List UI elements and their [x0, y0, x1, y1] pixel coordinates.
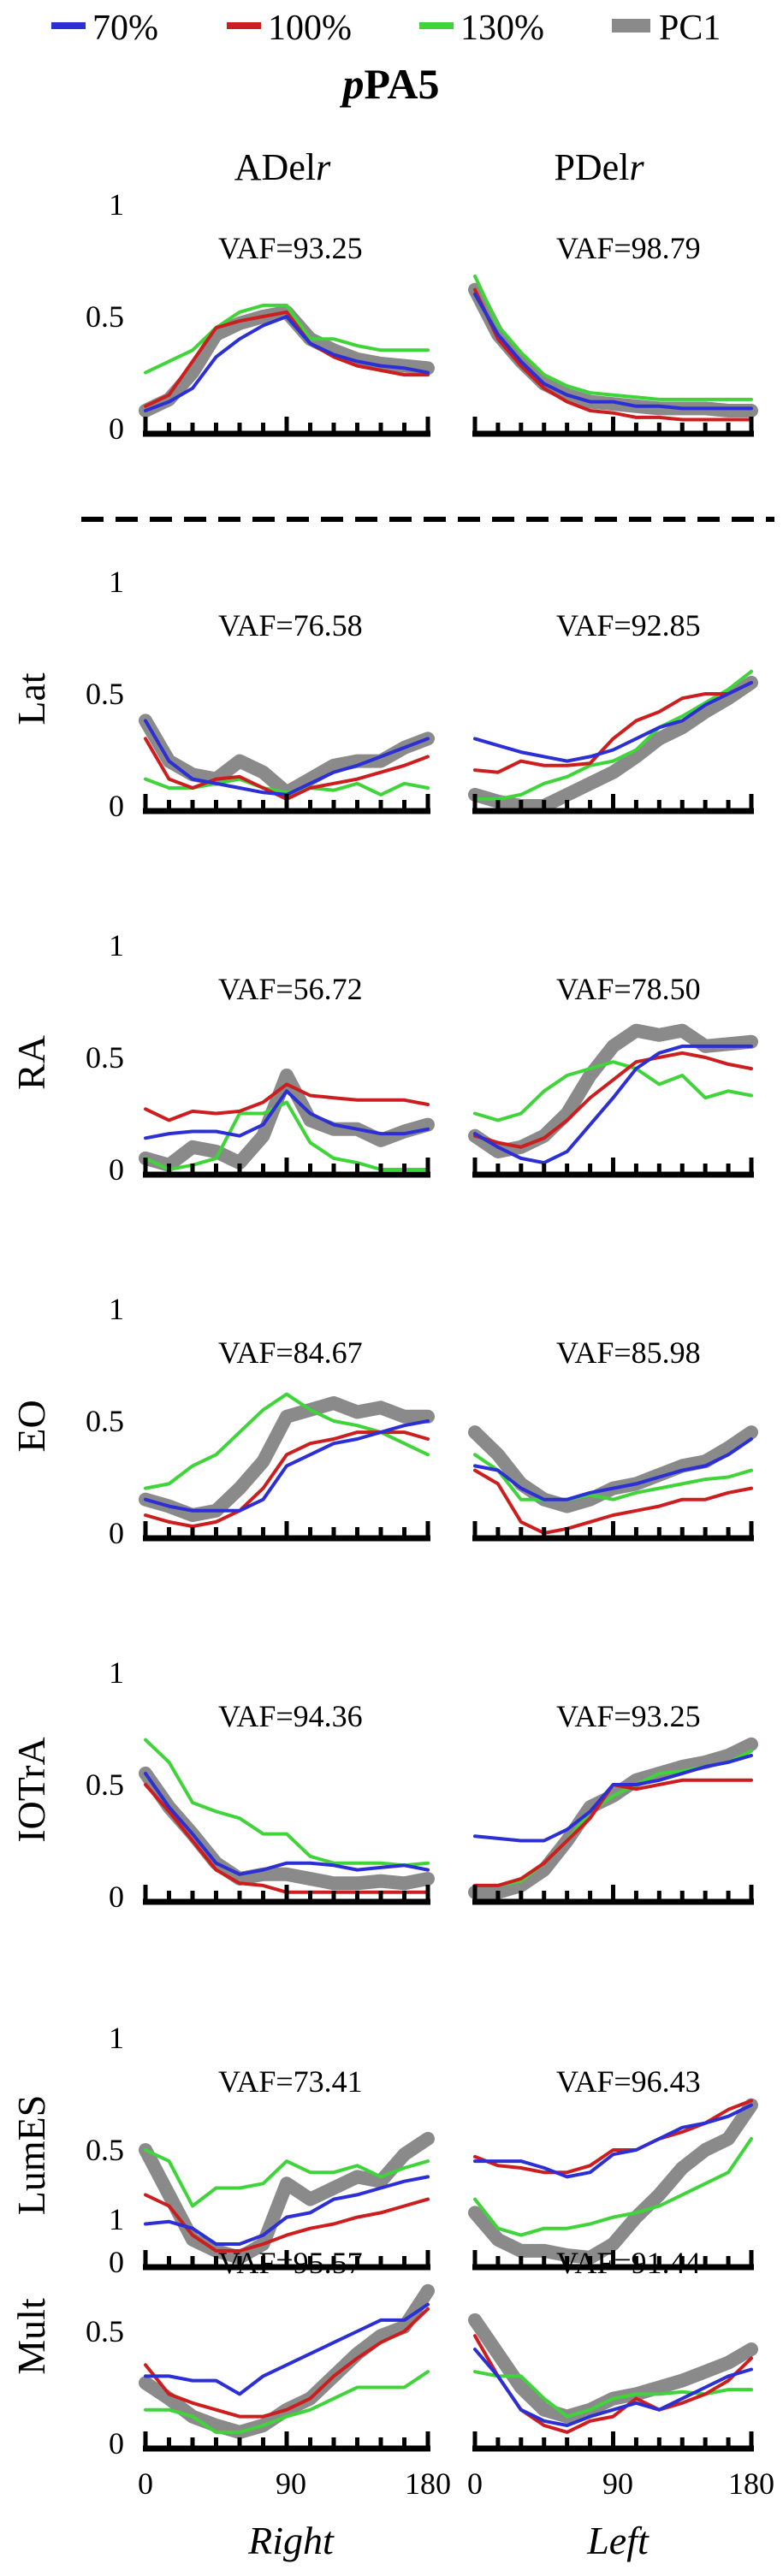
series-100pct-row0-col0: [144, 310, 430, 408]
y-tick-row6-1: 0.5: [86, 2314, 124, 2348]
row-label-mult: Mult: [9, 2298, 53, 2375]
col-title-left: ADelr: [234, 146, 331, 188]
vaf-label-row5-col0: VAF=73.41: [218, 2064, 363, 2099]
series-70pct-row2-col1: [473, 1044, 753, 1165]
series-pc1-row0-col1: [468, 282, 758, 417]
x-ticks-right: 0 90 180: [467, 2466, 774, 2501]
vaf-label-row6-col1: VAF=91.44: [556, 2246, 701, 2280]
row-label-lumes: LumES: [9, 2095, 53, 2216]
x-tick-right-90: 90: [602, 2466, 633, 2501]
series-70pct-row5-col0: [144, 2175, 430, 2246]
x-tick-right-0: 0: [467, 2466, 483, 2501]
x-ticks-left: 0 90 180: [138, 2466, 451, 2501]
series-100pct-row0-col1: [473, 287, 753, 422]
series-130pct-row6-col0: [144, 2370, 430, 2434]
series-100pct-row5-col0: [144, 2193, 430, 2253]
y-tick-row3-2: 1: [109, 1292, 124, 1326]
series-pc1-row2-col0: [139, 1069, 435, 1172]
y-tick-row6-2: 1: [109, 2202, 124, 2236]
legend: 70% 100% 130% PC1: [51, 9, 721, 48]
row-label-eo: EO: [9, 1400, 53, 1452]
series-130pct-row2-col1: [473, 1060, 753, 1122]
legend-label-70: 70%: [92, 9, 158, 48]
y-tick-row1-2: 1: [109, 565, 124, 599]
vaf-label-row2-col1: VAF=78.50: [556, 972, 701, 1006]
series-100pct-row6-col0: [144, 2307, 430, 2419]
vaf-label-row2-col0: VAF=56.72: [218, 972, 363, 1006]
series-70pct-row0-col1: [473, 292, 753, 411]
y-tick-row1-1: 0.5: [86, 677, 124, 711]
x-tick-right-180: 180: [728, 2466, 774, 2501]
col-title-right: PDelr: [554, 146, 644, 188]
y-tick-row4-2: 1: [109, 1655, 124, 1690]
vaf-label-row3-col0: VAF=84.67: [218, 1335, 363, 1370]
y-tick-row1-0: 0: [109, 789, 124, 823]
y-tick-row2-2: 1: [109, 928, 124, 962]
series-130pct-row5-col0: [144, 2148, 430, 2208]
series-pc1-row3-col0: [139, 1396, 435, 1522]
vaf-label-row3-col1: VAF=85.98: [556, 1335, 701, 1370]
x-tick-left-180: 180: [405, 2466, 451, 2501]
x-label-right: Left: [586, 2519, 650, 2562]
figure-title: pPA5: [340, 60, 440, 108]
y-tick-row4-0: 0: [109, 1880, 124, 1914]
y-tick-row4-1: 0.5: [86, 1768, 124, 1802]
y-tick-row5-1: 0.5: [86, 2133, 124, 2167]
x-tick-left-0: 0: [138, 2466, 153, 2501]
series-130pct-row1-col1: [473, 669, 753, 802]
series-70pct-row4-col1: [473, 1753, 753, 1843]
x-tick-left-90: 90: [276, 2466, 306, 2501]
y-tick-row6-0: 0: [109, 2426, 124, 2461]
series-70pct-row0-col0: [144, 315, 430, 412]
series-70pct-row2-col0: [144, 1089, 430, 1140]
series-100pct-row1-col1: [473, 680, 753, 774]
y-tick-row0-2: 1: [109, 187, 124, 222]
series-130pct-row4-col1: [473, 1749, 753, 1887]
vaf-label-row1-col1: VAF=92.85: [556, 608, 701, 643]
series-70pct-row6-col0: [144, 2302, 430, 2396]
series-pc1-row5-col0: [139, 2131, 435, 2265]
vaf-label-row4-col0: VAF=94.36: [218, 1699, 363, 1733]
series-130pct-row0-col1: [473, 274, 753, 401]
y-tick-row2-0: 0: [109, 1152, 124, 1187]
series-70pct-row4-col0: [144, 1771, 430, 1876]
series-100pct-row3-col1: [473, 1468, 753, 1535]
series-130pct-row0-col0: [144, 303, 430, 375]
series-70pct-row6-col1: [473, 2348, 753, 2427]
legend-label-100: 100%: [268, 9, 352, 48]
series-pc1-row0-col0: [139, 305, 435, 417]
vaf-label-row0-col0: VAF=93.25: [218, 231, 363, 265]
series-100pct-row2-col1: [473, 1051, 753, 1149]
series-pc1-row5-col1: [468, 2098, 758, 2265]
series-130pct-row5-col1: [473, 2136, 753, 2237]
series-70pct-row5-col1: [473, 2103, 753, 2179]
vaf-label-row6-col0: VAF=95.57: [218, 2246, 363, 2280]
legend-label-130: 130%: [460, 9, 544, 48]
y-tick-row5-2: 1: [109, 2021, 124, 2055]
vaf-label-row0-col1: VAF=98.79: [556, 231, 701, 265]
y-tick-row0-1: 0.5: [86, 299, 124, 334]
y-tick-row5-0: 0: [109, 2245, 124, 2279]
y-tick-row3-1: 0.5: [86, 1404, 124, 1438]
series-130pct-row4-col0: [144, 1738, 430, 1868]
row-label-ra: RA: [9, 1035, 53, 1090]
y-tick-row2-1: 0.5: [86, 1040, 124, 1075]
series-100pct-row2-col0: [144, 1082, 430, 1122]
panels-container: 0 0.5 1 VAF=93.25 VAF=98.79 0 0.5 1 Lat VAF=76.58…: [9, 187, 758, 2461]
y-tick-row0-0: 0: [109, 412, 124, 446]
x-label-left: Right: [247, 2519, 335, 2562]
series-70pct-row1-col1: [473, 680, 753, 763]
series-70pct-row3-col1: [473, 1437, 753, 1501]
vaf-label-row5-col1: VAF=96.43: [556, 2064, 701, 2099]
row-label-iotra: IOTrA: [9, 1737, 53, 1843]
series-130pct-row3-col1: [473, 1453, 753, 1501]
series-70pct-row3-col0: [144, 1419, 430, 1513]
vaf-label-row1-col0: VAF=76.58: [218, 608, 363, 643]
vaf-label-row4-col1: VAF=93.25: [556, 1699, 701, 1733]
row-label-lat: Lat: [9, 672, 53, 725]
legend-label-pc1: PC1: [659, 9, 721, 48]
y-tick-row3-0: 0: [109, 1516, 124, 1550]
series-pc1-row2-col1: [468, 1023, 758, 1158]
